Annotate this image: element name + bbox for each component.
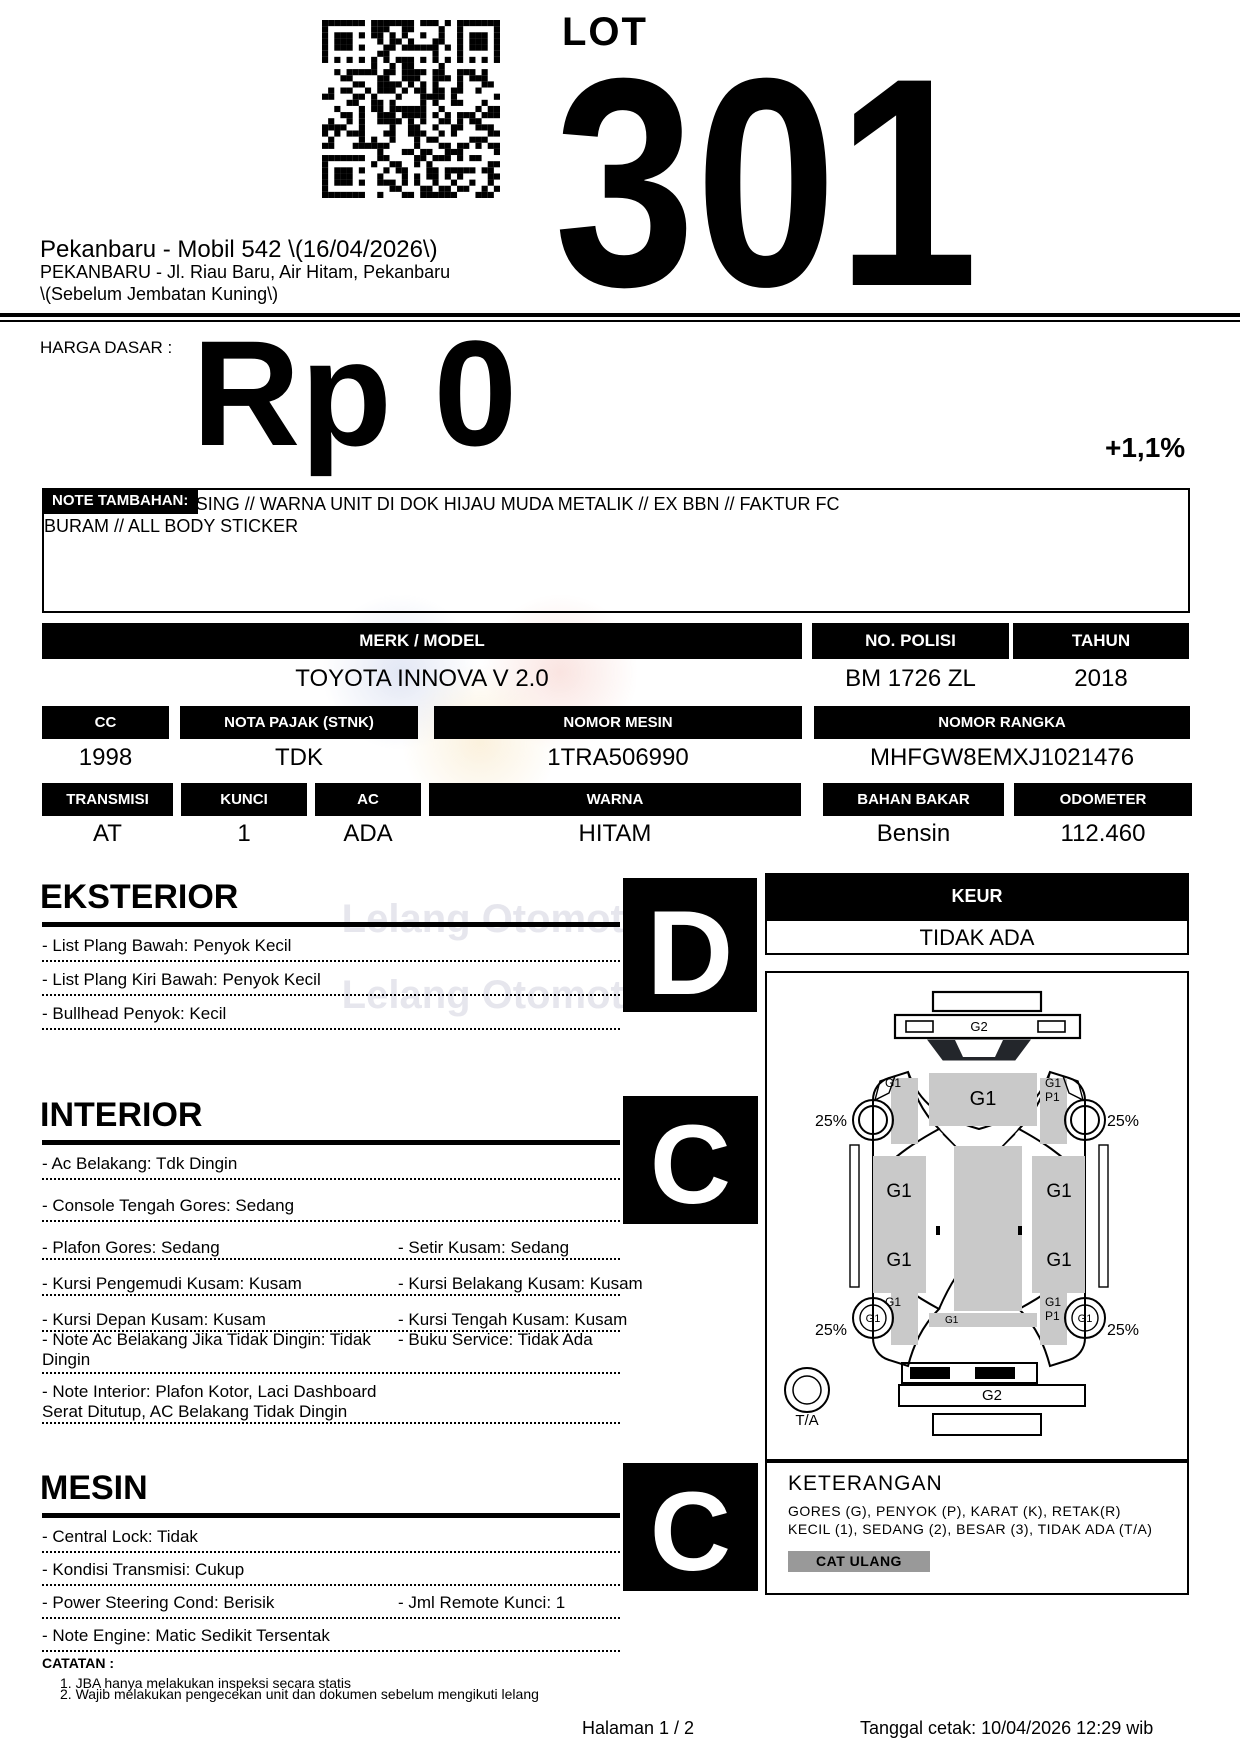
svg-text:G1: G1 bbox=[886, 1181, 911, 1202]
svg-text:G1: G1 bbox=[1046, 1181, 1071, 1202]
svg-text:25%: 25% bbox=[815, 1113, 847, 1130]
svg-text:25%: 25% bbox=[1107, 1113, 1139, 1130]
svg-text:P1: P1 bbox=[1045, 1090, 1060, 1104]
svg-text:G1: G1 bbox=[1046, 1250, 1071, 1271]
svg-text:G1: G1 bbox=[945, 1315, 959, 1326]
svg-text:25%: 25% bbox=[815, 1322, 847, 1339]
svg-text:G1: G1 bbox=[866, 1313, 881, 1325]
svg-text:G1: G1 bbox=[1045, 1076, 1061, 1090]
svg-text:G1: G1 bbox=[885, 1295, 901, 1309]
svg-text:G1: G1 bbox=[886, 1250, 911, 1271]
svg-text:G1: G1 bbox=[1078, 1313, 1093, 1325]
svg-text:25%: 25% bbox=[1107, 1322, 1139, 1339]
svg-text:G2: G2 bbox=[970, 1019, 987, 1034]
svg-text:T/A: T/A bbox=[795, 1412, 818, 1429]
svg-text:P1: P1 bbox=[1045, 1309, 1060, 1323]
svg-text:G1: G1 bbox=[1045, 1295, 1061, 1309]
svg-text:Lelang Otomotif: Lelang Otomotif bbox=[342, 897, 649, 941]
svg-text:G2: G2 bbox=[982, 1387, 1002, 1404]
svg-text:G1: G1 bbox=[970, 1088, 997, 1110]
